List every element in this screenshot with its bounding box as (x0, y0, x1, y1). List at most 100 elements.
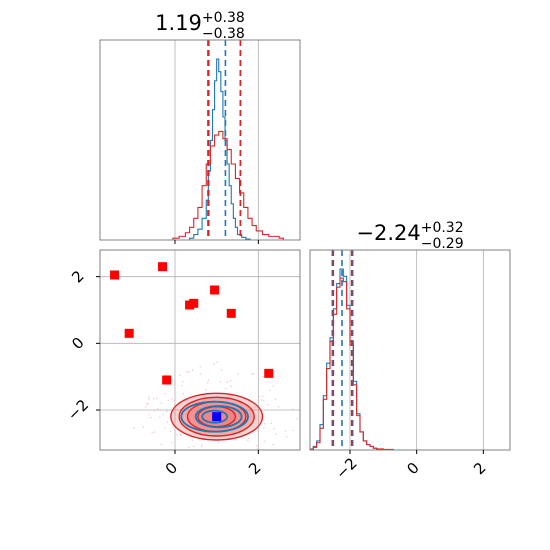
blue-contour-level (180, 400, 249, 433)
sample-point (147, 403, 149, 406)
sample-point (223, 456, 225, 458)
x-tick-label: 0 (403, 459, 422, 478)
red-marker (162, 375, 172, 385)
sample-point (248, 456, 250, 458)
title-lower-error: −0.38 (202, 26, 245, 42)
sample-point (277, 405, 280, 408)
sample-point (154, 409, 156, 412)
panel-title-param2: −2.24+0.32 −0.29 (356, 220, 463, 252)
sample-point (248, 415, 251, 418)
sample-point (216, 394, 219, 397)
sample-point (284, 430, 287, 432)
y-tick-label: 0 (68, 334, 87, 353)
sample-point (148, 413, 150, 416)
sample-point (262, 375, 264, 378)
panel-title-param1: 1.19+0.38 −0.38 (155, 10, 245, 42)
x-tick-label: 2 (470, 459, 489, 478)
sample-point (225, 387, 227, 390)
sample-point (142, 426, 145, 428)
red-marker (124, 328, 134, 338)
sample-point (267, 403, 270, 406)
x-ticks: −2 0 2 (332, 450, 490, 483)
sample-point (292, 429, 294, 432)
sample-point (273, 427, 275, 430)
sample-point (182, 393, 185, 395)
sample-point (220, 369, 223, 371)
sample-point (199, 372, 202, 375)
sample-point (248, 437, 250, 439)
sample-point (255, 445, 258, 447)
histogram-series-1 (189, 58, 251, 240)
sample-point (205, 451, 207, 453)
sample-point (252, 372, 255, 375)
sample-point (207, 379, 210, 381)
axes-frame (99, 39, 301, 241)
sample-point (250, 410, 252, 412)
sample-point (172, 425, 175, 428)
sample-point (254, 406, 257, 408)
sample-point (179, 374, 182, 377)
sample-point (217, 441, 220, 444)
red-marker (189, 298, 199, 308)
title-value: −2.24 (356, 221, 420, 245)
sample-point (158, 416, 161, 419)
sample-point (226, 381, 229, 383)
quantile-lines (331, 250, 354, 450)
sample-point (274, 398, 277, 400)
sample-point (219, 381, 222, 383)
sample-point (191, 439, 194, 441)
sample-point (225, 452, 227, 454)
sample-point (262, 399, 265, 402)
sample-point (263, 440, 266, 442)
sample-point (171, 441, 173, 444)
sample-point (169, 430, 171, 432)
sample-point (200, 445, 203, 448)
sample-point (257, 399, 260, 402)
sample-point (162, 413, 164, 416)
sample-point (148, 396, 150, 398)
sample-point (164, 392, 167, 395)
sample-point (166, 421, 169, 423)
sample-point (216, 361, 218, 363)
density-contours (133, 361, 298, 462)
y-tick-label: −2 (64, 396, 92, 424)
sample-point (185, 370, 188, 373)
sample-point (199, 365, 202, 368)
sample-point (173, 381, 176, 384)
sample-point (201, 443, 203, 446)
x-ticks (174, 240, 259, 244)
sample-point (285, 435, 288, 438)
axes-frame (99, 249, 301, 451)
histogram-series-2 (310, 277, 394, 450)
sample-point (230, 385, 233, 387)
sample-point (272, 385, 274, 387)
sample-point (165, 410, 168, 412)
sample-point (180, 384, 183, 387)
sample-point (174, 413, 177, 415)
sample-point (191, 369, 194, 372)
sample-point (152, 398, 155, 400)
sample-point (133, 426, 135, 429)
sample-point (150, 416, 152, 419)
scatter-contour-panel: 0 2 2 0 −2 (64, 249, 301, 478)
sample-point (275, 433, 277, 435)
sample-point (171, 398, 173, 400)
sample-point (296, 417, 298, 420)
sample-point (188, 446, 190, 448)
sample-point (247, 439, 249, 442)
sample-point (186, 399, 188, 402)
sample-point (156, 397, 158, 400)
x-tick-label: 0 (162, 459, 181, 478)
sample-point (241, 460, 243, 462)
title-upper-error: +0.38 (202, 10, 245, 26)
red-marker (264, 368, 274, 378)
axis-ticks: 0 2 2 0 −2 (64, 267, 265, 478)
sample-point (256, 460, 258, 462)
sample-point (176, 434, 178, 436)
sample-point (153, 431, 156, 433)
histogram-steps (172, 58, 284, 240)
x-tick-label: −2 (332, 454, 360, 482)
sample-point (193, 445, 195, 448)
sample-point (229, 380, 232, 382)
sample-point (270, 422, 273, 425)
